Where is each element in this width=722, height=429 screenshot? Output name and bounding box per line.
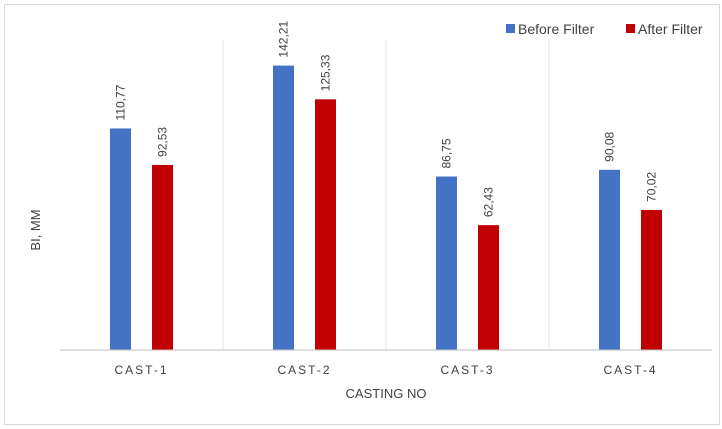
y-axis-title: BI, MM [28,209,43,250]
bar-after-filter-cast-2 [315,99,336,350]
bar-after-filter-cast-1 [152,164,173,350]
data-label: 142,21 [277,21,291,58]
bar-before-filter-cast-4 [599,169,620,350]
bar-before-filter-cast-3 [436,176,457,350]
data-label: 86,75 [440,138,454,168]
legend-swatch-before-filter [506,24,515,33]
bar-after-filter-cast-3 [478,225,499,350]
legend-swatch-after-filter [626,24,635,33]
x-tick-label: CAST-3 [440,363,494,377]
data-label: 70,02 [645,172,659,202]
data-label: 92,53 [156,127,170,157]
category-tick-labels: CAST-1 CAST-2 CAST-3 CAST-4 [114,363,657,377]
data-labels: 110,77 92,53 142,21 125,33 86,75 62,43 90,08 70… [114,21,659,218]
bar-before-filter-cast-1 [110,128,131,350]
data-label: 62,43 [482,187,496,217]
x-tick-label: CAST-1 [114,363,168,377]
x-tick-label: CAST-4 [603,363,657,377]
legend: Before Filter After Filter [506,21,703,37]
legend-label-before-filter: Before Filter [518,21,595,37]
legend-label-after-filter: After Filter [638,21,703,37]
category-separators [222,40,550,350]
x-axis-title: CASTING NO [346,386,427,401]
x-tick-label: CAST-2 [277,363,331,377]
bars [110,65,662,350]
bar-before-filter-cast-2 [273,65,294,350]
data-label: 90,08 [603,131,617,161]
bar-after-filter-cast-4 [641,209,662,350]
data-label: 125,33 [319,54,333,91]
data-label: 110,77 [114,84,128,120]
